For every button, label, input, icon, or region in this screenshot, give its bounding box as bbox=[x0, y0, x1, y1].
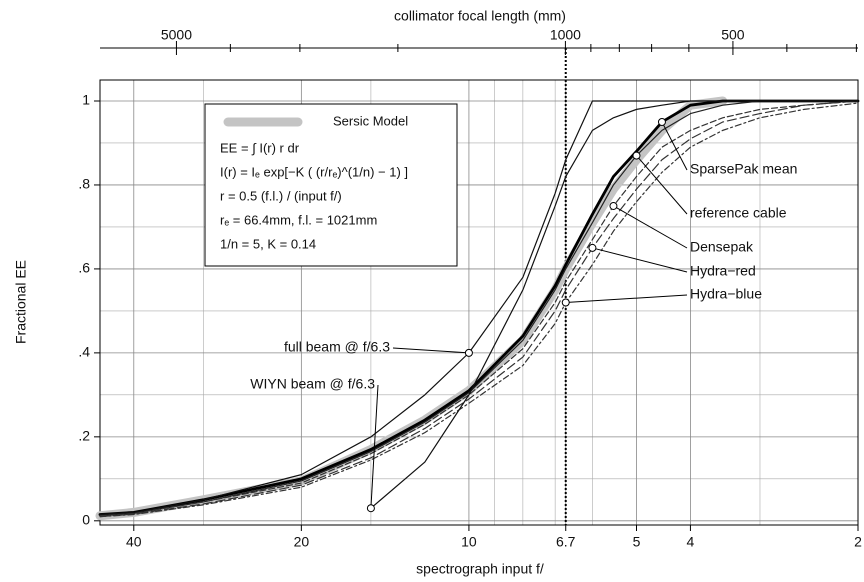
y-tick-label: .2 bbox=[78, 428, 90, 444]
x2-tick-label: 5000 bbox=[161, 27, 192, 43]
annotation-label: Hydra−blue bbox=[690, 286, 762, 302]
point-marker bbox=[632, 151, 641, 160]
point-marker bbox=[464, 348, 473, 357]
leader-line bbox=[661, 121, 688, 171]
legend-formula: I(r) = Iₑ exp[−K ( (r/rₑ)^(1/n) − 1) ] bbox=[220, 164, 408, 179]
annotation-label: Densepak bbox=[690, 239, 754, 255]
y-tick-label: 0 bbox=[82, 512, 90, 528]
x-tick-label: 5 bbox=[633, 534, 641, 550]
point-marker bbox=[561, 298, 570, 307]
annotation-label: full beam @ f/6.3 bbox=[284, 339, 390, 355]
x-axis-label: spectrograph input f/ bbox=[416, 561, 544, 577]
legend-formula: rₑ = 66.4mm, f.l. = 1021mm bbox=[220, 212, 377, 227]
legend-label: Sersic Model bbox=[333, 113, 408, 128]
series-line bbox=[99, 100, 859, 518]
x-tick-label: 4 bbox=[687, 534, 695, 550]
y-tick-label: .4 bbox=[78, 344, 90, 360]
y-axis-label: Fractional EE bbox=[13, 260, 29, 344]
y-tick-label: 1 bbox=[82, 92, 90, 108]
x2-axis-label: collimator focal length (mm) bbox=[394, 8, 566, 24]
legend-formula: EE = ∫ I(r) r dr bbox=[220, 140, 300, 155]
leader-line bbox=[565, 294, 688, 303]
x-tick-label: 6.7 bbox=[556, 534, 576, 550]
legend-formula: r = 0.5 (f.l.) / (input f/) bbox=[220, 188, 342, 203]
leader-line bbox=[592, 247, 688, 273]
annotation-label: Hydra−red bbox=[690, 263, 756, 279]
series-line bbox=[370, 100, 859, 509]
x2-tick-label: 500 bbox=[721, 27, 745, 43]
y-tick-label: .6 bbox=[78, 260, 90, 276]
legend-formula: 1/n = 5, K = 0.14 bbox=[220, 236, 316, 251]
point-marker bbox=[588, 243, 597, 252]
x-tick-label: 10 bbox=[461, 534, 477, 550]
x2-tick-label: 1000 bbox=[550, 27, 581, 43]
series-line bbox=[99, 100, 859, 517]
series-line bbox=[99, 100, 859, 517]
x-tick-label: 2 bbox=[854, 534, 862, 550]
leader-line bbox=[613, 205, 688, 249]
leader-line bbox=[392, 347, 469, 354]
point-marker bbox=[366, 504, 375, 513]
plot-frame bbox=[99, 79, 859, 526]
legend-box bbox=[204, 103, 458, 267]
annotation-label: WIYN beam @ f/6.3 bbox=[250, 376, 375, 392]
point-marker bbox=[609, 201, 618, 210]
leader-line bbox=[370, 384, 379, 509]
x-tick-label: 20 bbox=[294, 534, 310, 550]
annotation-label: SparsePak mean bbox=[690, 161, 797, 177]
x-tick-label: 40 bbox=[126, 534, 142, 550]
y-tick-label: .8 bbox=[78, 176, 90, 192]
point-marker bbox=[657, 117, 666, 126]
annotation-label: reference cable bbox=[690, 205, 787, 221]
leader-line bbox=[636, 155, 688, 215]
